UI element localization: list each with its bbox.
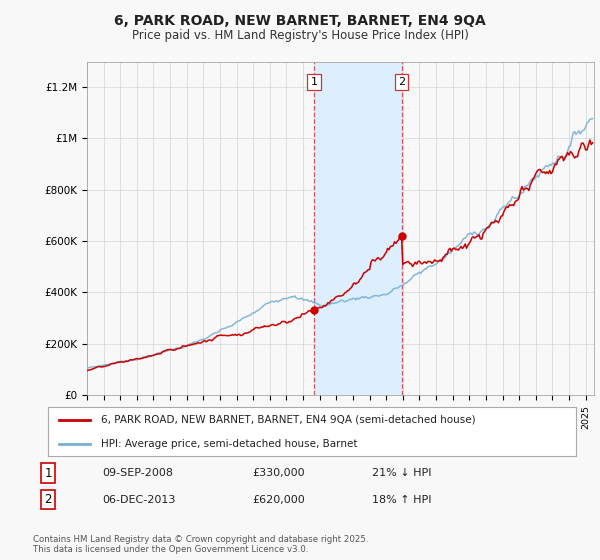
Text: £620,000: £620,000 xyxy=(252,494,305,505)
Text: 21% ↓ HPI: 21% ↓ HPI xyxy=(372,468,431,478)
Text: £330,000: £330,000 xyxy=(252,468,305,478)
Text: 06-DEC-2013: 06-DEC-2013 xyxy=(102,494,175,505)
Text: 18% ↑ HPI: 18% ↑ HPI xyxy=(372,494,431,505)
Bar xyxy=(314,62,401,395)
Text: 2: 2 xyxy=(398,77,405,87)
Text: 6, PARK ROAD, NEW BARNET, BARNET, EN4 9QA: 6, PARK ROAD, NEW BARNET, BARNET, EN4 9Q… xyxy=(114,14,486,28)
Text: 1: 1 xyxy=(44,466,52,480)
Text: HPI: Average price, semi-detached house, Barnet: HPI: Average price, semi-detached house,… xyxy=(101,438,358,449)
Text: Contains HM Land Registry data © Crown copyright and database right 2025.
This d: Contains HM Land Registry data © Crown c… xyxy=(33,535,368,554)
Text: 1: 1 xyxy=(311,77,318,87)
Text: 2: 2 xyxy=(44,493,52,506)
Text: 09-SEP-2008: 09-SEP-2008 xyxy=(102,468,173,478)
Text: 6, PARK ROAD, NEW BARNET, BARNET, EN4 9QA (semi-detached house): 6, PARK ROAD, NEW BARNET, BARNET, EN4 9Q… xyxy=(101,415,475,425)
Text: Price paid vs. HM Land Registry's House Price Index (HPI): Price paid vs. HM Land Registry's House … xyxy=(131,29,469,42)
